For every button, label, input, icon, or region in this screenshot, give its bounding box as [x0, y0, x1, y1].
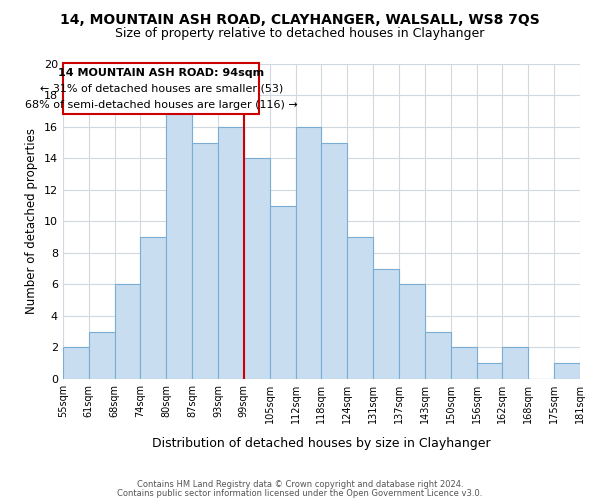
Bar [502, 348, 528, 379]
Bar [218, 127, 244, 379]
Bar [296, 127, 322, 379]
Bar [322, 142, 347, 379]
Bar [63, 348, 89, 379]
Bar [347, 237, 373, 379]
Text: Contains HM Land Registry data © Crown copyright and database right 2024.: Contains HM Land Registry data © Crown c… [137, 480, 463, 489]
Bar [399, 284, 425, 379]
Bar [192, 142, 218, 379]
Bar [269, 206, 296, 379]
Bar [244, 158, 269, 379]
Text: Contains public sector information licensed under the Open Government Licence v3: Contains public sector information licen… [118, 489, 482, 498]
Bar [554, 363, 580, 379]
Bar [373, 268, 399, 379]
Text: 14 MOUNTAIN ASH ROAD: 94sqm: 14 MOUNTAIN ASH ROAD: 94sqm [58, 68, 265, 78]
Bar [166, 111, 192, 379]
X-axis label: Distribution of detached houses by size in Clayhanger: Distribution of detached houses by size … [152, 437, 491, 450]
Bar [89, 332, 115, 379]
Text: 14, MOUNTAIN ASH ROAD, CLAYHANGER, WALSALL, WS8 7QS: 14, MOUNTAIN ASH ROAD, CLAYHANGER, WALSA… [60, 12, 540, 26]
Y-axis label: Number of detached properties: Number of detached properties [25, 128, 38, 314]
Text: 68% of semi-detached houses are larger (116) →: 68% of semi-detached houses are larger (… [25, 100, 298, 110]
Bar [64, 63, 259, 114]
Bar [140, 237, 166, 379]
Text: Size of property relative to detached houses in Clayhanger: Size of property relative to detached ho… [115, 28, 485, 40]
Bar [115, 284, 140, 379]
Bar [476, 363, 502, 379]
Text: ← 31% of detached houses are smaller (53): ← 31% of detached houses are smaller (53… [40, 84, 283, 94]
Bar [425, 332, 451, 379]
Bar [451, 348, 476, 379]
